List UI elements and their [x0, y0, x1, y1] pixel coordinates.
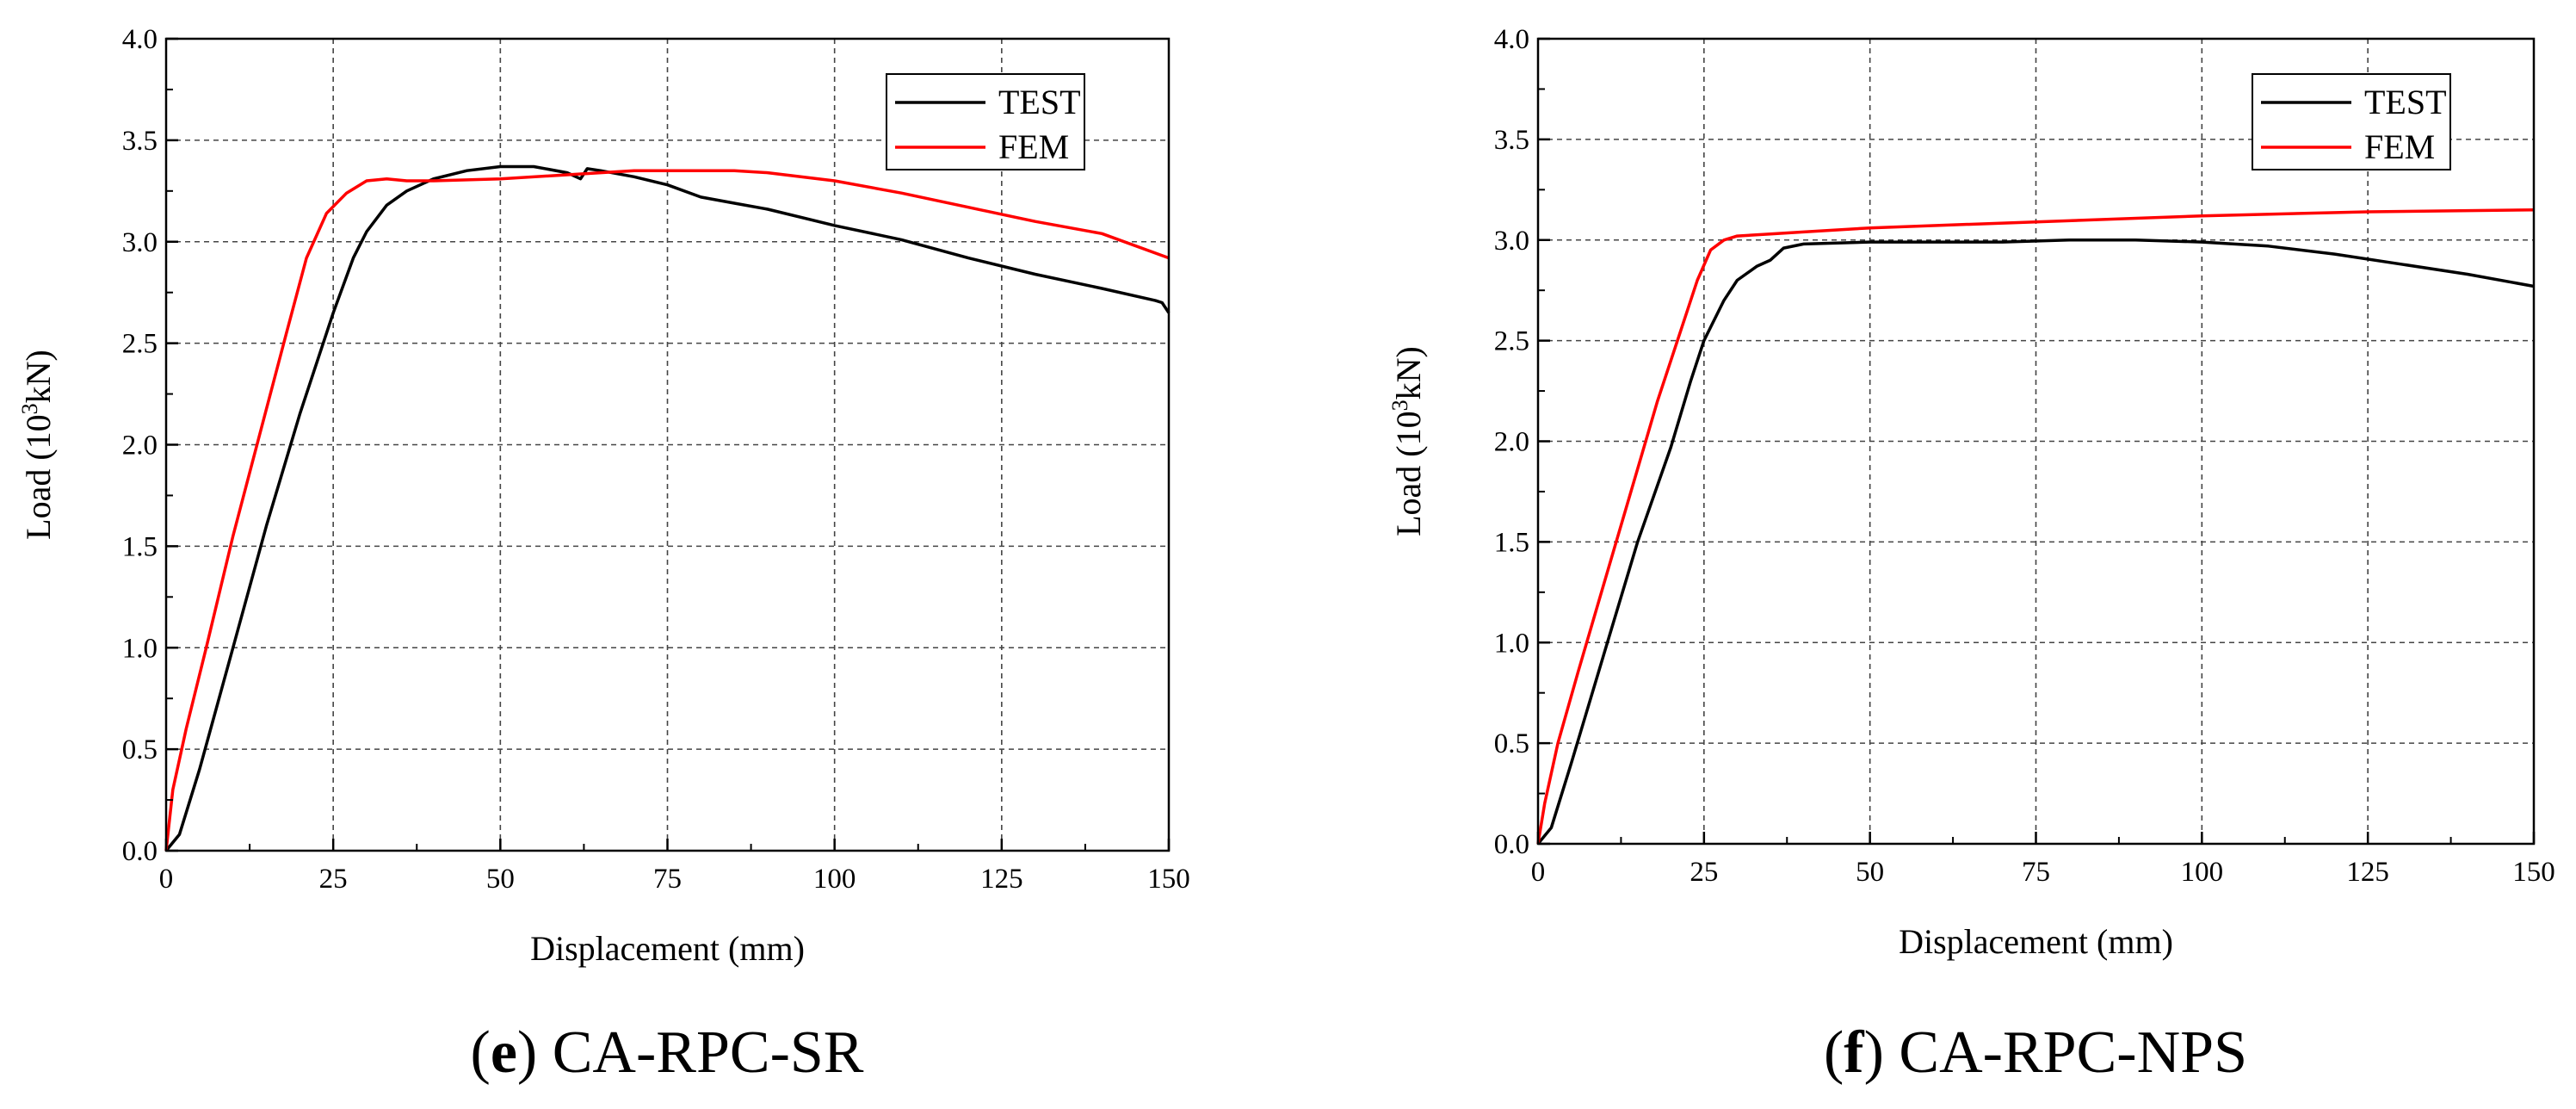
y-axis-title: Load (103kN): [1387, 346, 1428, 536]
caption-paren-open: (: [1824, 1019, 1844, 1086]
y-tick-label: 3.5: [122, 126, 158, 157]
y-tick-label: 3.0: [1494, 226, 1529, 257]
y-axis-title-unit: kN): [1389, 346, 1428, 400]
y-tick-label: 2.0: [122, 431, 158, 462]
y-axis-title-main: Load (10: [1389, 411, 1428, 536]
legend: TEST FEM: [2252, 73, 2451, 170]
x-tick-label: 100: [2181, 857, 2224, 888]
x-tick-label: 100: [813, 864, 856, 895]
x-axis-title: Displacement (mm): [1899, 922, 2173, 961]
legend-box: [886, 73, 1085, 170]
y-tick-label: 1.5: [1494, 527, 1529, 558]
x-tick-label: 150: [1147, 864, 1190, 895]
x-tick-label: 125: [980, 864, 1023, 895]
x-axis-title: Displacement (mm): [530, 929, 805, 968]
y-axis: 0.0 0.5 1.0 1.5 2.0 2.5 3.0 3.5 4.0: [1494, 24, 1550, 860]
caption-text: CA-RPC-NPS: [1884, 1019, 2247, 1086]
y-tick-label: 2.5: [122, 329, 158, 360]
y-tick-label: 0.0: [122, 836, 158, 867]
x-axis: 0 25 50 75 100 125 150: [159, 839, 1190, 895]
y-tick-label: 1.5: [122, 531, 158, 562]
x-tick-label: 75: [2022, 857, 2050, 888]
y-tick-label: 2.0: [1494, 427, 1529, 458]
y-tick-label: 4.0: [1494, 24, 1529, 55]
panel-f: 0 25 50 75 100 125 150 0.0 0.5 1.0 1.5 2.0 2.5 3.0 3.5…: [1387, 24, 2555, 1086]
series-line-fem: [164, 169, 1170, 852]
x-tick-label: 25: [319, 864, 348, 895]
caption-paren-close: ): [1864, 1019, 1884, 1086]
legend-label-test: TEST: [998, 83, 1081, 121]
grid: [1538, 39, 2534, 844]
y-tick-label: 0.0: [1494, 829, 1529, 860]
series-line-test: [1536, 239, 2535, 846]
x-tick-label: 125: [2346, 857, 2389, 888]
y-tick-label: 2.5: [1494, 326, 1529, 357]
x-tick-label: 50: [1856, 857, 1884, 888]
x-tick-label: 25: [1690, 857, 1718, 888]
x-tick-label: 0: [1531, 857, 1546, 888]
x-tick-label: 75: [653, 864, 682, 895]
y-tick-label: 1.0: [122, 633, 158, 664]
y-axis-title-superscript: 3: [17, 403, 42, 414]
panel-e: 0 25 50 75 100 125 150 0.0 0.5 1.0 1.5 2.0 2.5 3.0 3.5…: [17, 24, 1190, 1086]
caption-letter: e: [491, 1019, 517, 1086]
panel-caption: (f) CA-RPC-NPS: [1824, 1019, 2247, 1086]
legend-label-fem: FEM: [2364, 127, 2435, 166]
y-axis-title-main: Load (10: [19, 414, 58, 540]
y-axis-title-superscript: 3: [1387, 400, 1412, 411]
legend-box: [2252, 73, 2451, 170]
caption-text: CA-RPC-SR: [537, 1019, 864, 1086]
caption-paren-open: (: [471, 1019, 491, 1086]
x-tick-label: 0: [159, 864, 174, 895]
panel-caption: (e) CA-RPC-SR: [471, 1019, 864, 1086]
caption-letter: f: [1844, 1019, 1864, 1086]
y-axis-title: Load (103kN): [17, 350, 58, 540]
y-tick-label: 3.5: [1494, 125, 1529, 156]
legend: TEST FEM: [886, 73, 1085, 170]
y-tick-label: 0.5: [1494, 728, 1529, 759]
x-tick-label: 50: [486, 864, 515, 895]
y-tick-label: 1.0: [1494, 628, 1529, 659]
y-tick-label: 3.0: [122, 227, 158, 258]
caption-paren-close: ): [517, 1019, 537, 1086]
y-axis-title-unit: kN): [19, 350, 58, 403]
y-tick-label: 0.5: [122, 734, 158, 765]
x-axis: 0 25 50 75 100 125 150: [1531, 832, 2555, 888]
y-axis: 0.0 0.5 1.0 1.5 2.0 2.5 3.0 3.5 4.0: [122, 24, 178, 867]
y-tick-label: 4.0: [122, 24, 158, 55]
legend-label-fem: FEM: [998, 127, 1069, 166]
series-line-test: [164, 164, 1171, 852]
legend-label-test: TEST: [2364, 83, 2447, 121]
x-tick-label: 150: [2512, 857, 2555, 888]
series-line-fem: [1536, 208, 2535, 845]
